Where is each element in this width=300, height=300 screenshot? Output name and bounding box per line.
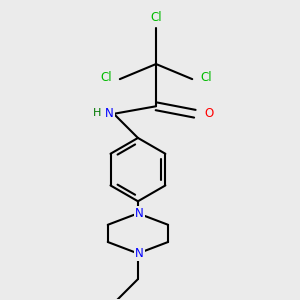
Text: Cl: Cl bbox=[200, 71, 212, 84]
Text: H: H bbox=[93, 108, 101, 118]
Text: N: N bbox=[135, 207, 144, 220]
Text: O: O bbox=[204, 107, 213, 120]
Text: Cl: Cl bbox=[100, 71, 112, 84]
Text: N: N bbox=[105, 107, 114, 120]
Text: N: N bbox=[135, 247, 144, 260]
Text: Cl: Cl bbox=[150, 11, 162, 24]
